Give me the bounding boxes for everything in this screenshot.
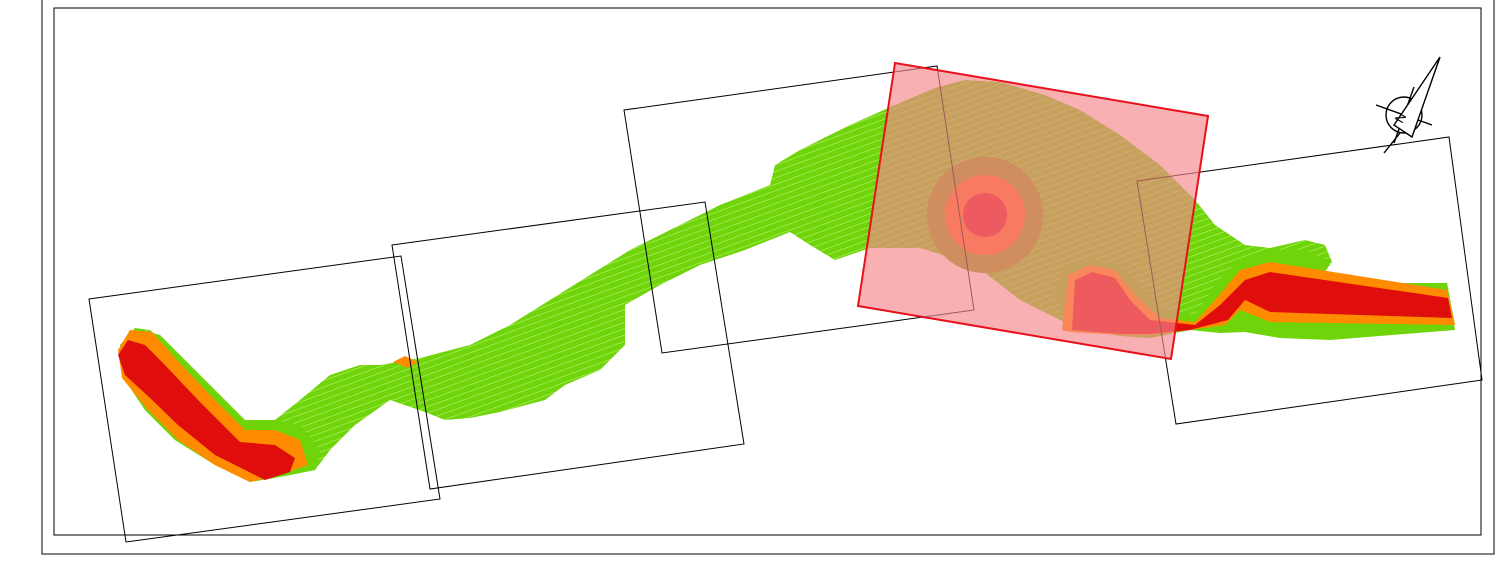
hazard-zone-red-left: [118, 340, 295, 480]
index-tiles: [88, 65, 1483, 543]
map-frame: [41, 0, 1495, 555]
hazard-zones: [118, 250, 1455, 482]
selected-tile[interactable]: [856, 61, 1210, 361]
hazard-zone-orange-marker: [393, 356, 418, 368]
north-arrow: N: [1375, 56, 1441, 154]
index-tile[interactable]: [88, 255, 441, 543]
north-arrow-icon: [1375, 56, 1441, 154]
index-tile[interactable]: [391, 201, 745, 490]
hazard-zone-red-right: [1072, 272, 1452, 334]
